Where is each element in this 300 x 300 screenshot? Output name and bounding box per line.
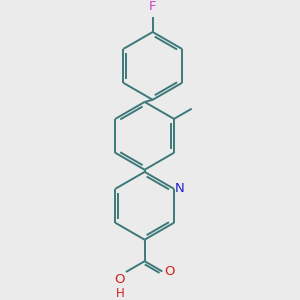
Text: N: N [175,182,185,195]
Text: H: H [116,287,125,300]
Text: F: F [149,0,156,13]
Text: O: O [114,273,125,286]
Text: O: O [164,265,175,278]
